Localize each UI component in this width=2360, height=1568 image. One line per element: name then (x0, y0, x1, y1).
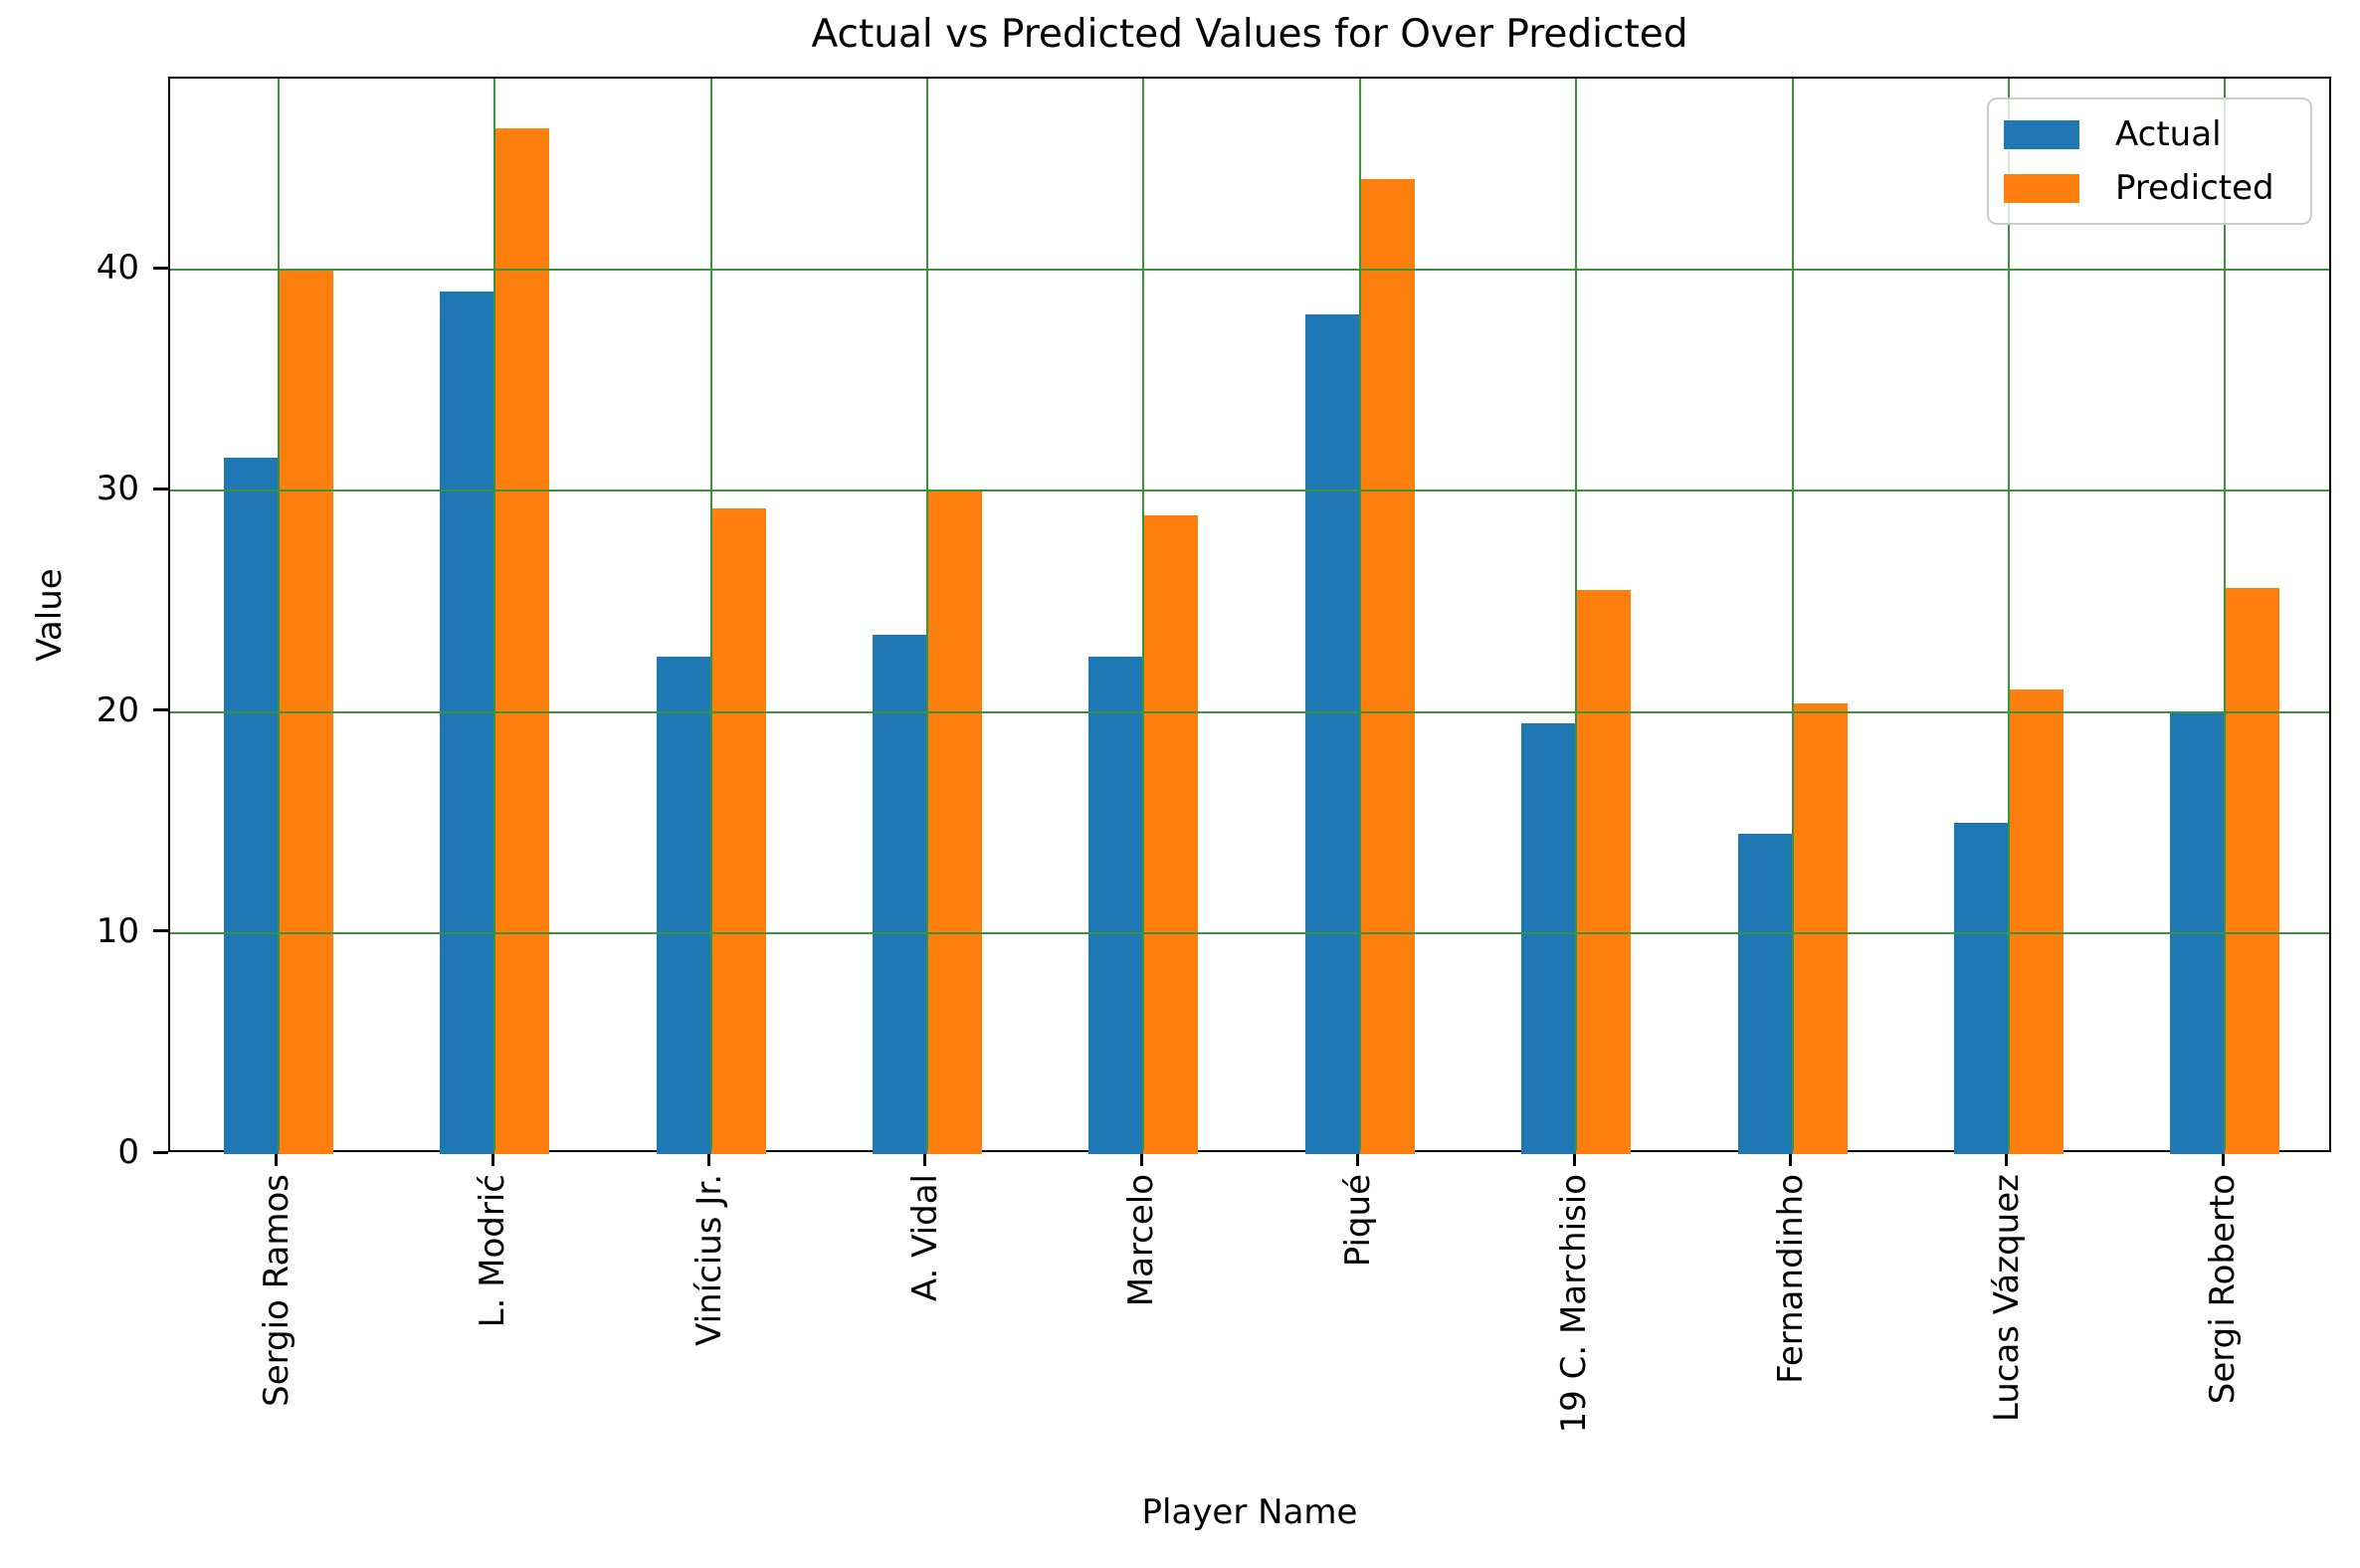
x-tick-mark-3 (923, 1152, 927, 1166)
legend-item-actual: Actual (1989, 115, 2310, 153)
legend-label-actual: Actual (2115, 114, 2222, 154)
x-tick-mark-4 (1139, 1152, 1143, 1166)
bar-predicted-4 (1143, 514, 1199, 1154)
grid-layer (170, 79, 2329, 1150)
y-tick-label-30: 30 (96, 469, 139, 509)
x-tick-mark-0 (275, 1152, 279, 1166)
bar-actual-3 (872, 634, 927, 1154)
legend-item-predicted: Predicted (1989, 169, 2310, 207)
legend-label-predicted: Predicted (2115, 168, 2274, 208)
gridline-h-10 (170, 931, 2329, 934)
bar-predicted-5 (1359, 179, 1415, 1154)
x-tick-mark-1 (491, 1152, 494, 1166)
y-tick-mark-20 (153, 708, 168, 712)
y-tick-mark-0 (153, 1150, 168, 1154)
bar-actual-8 (1953, 822, 2009, 1154)
gridline-h-20 (170, 710, 2329, 713)
bar-predicted-9 (2225, 588, 2280, 1154)
bar-predicted-3 (926, 490, 982, 1154)
bar-predicted-2 (710, 508, 766, 1154)
plot-area (168, 77, 2331, 1154)
x-axis-label: Player Name (1141, 1492, 1358, 1532)
bar-actual-1 (440, 292, 495, 1154)
gridline-v-7 (1791, 79, 1794, 1150)
legend: Actual Predicted (1987, 98, 2312, 225)
gridline-v-5 (1358, 79, 1361, 1150)
bar-actual-5 (1304, 313, 1360, 1154)
gridline-v-1 (493, 79, 496, 1150)
x-tick-mark-7 (1789, 1152, 1792, 1166)
bar-predicted-7 (1792, 702, 1848, 1154)
x-tick-mark-9 (2221, 1152, 2225, 1166)
bar-predicted-1 (494, 127, 550, 1154)
x-tick-mark-8 (2005, 1152, 2009, 1166)
bar-actual-2 (656, 657, 711, 1154)
gridline-v-4 (1142, 79, 1145, 1150)
bar-predicted-6 (1576, 590, 1632, 1154)
bar-actual-4 (1088, 657, 1144, 1154)
gridline-v-9 (2224, 79, 2227, 1150)
x-tick-mark-2 (707, 1152, 710, 1166)
y-axis-label: Value (30, 568, 70, 662)
bar-actual-6 (1521, 722, 1577, 1154)
gridline-v-2 (709, 79, 712, 1150)
chart-title: Actual vs Predicted Values for Over Pred… (811, 12, 1688, 57)
gridline-v-3 (925, 79, 928, 1150)
gridline-v-6 (1575, 79, 1578, 1150)
bars-layer (170, 79, 2329, 1154)
bar-predicted-8 (2008, 689, 2064, 1154)
y-tick-label-20: 20 (96, 689, 139, 730)
y-tick-mark-40 (153, 266, 168, 270)
x-tick-mark-6 (1572, 1152, 1576, 1166)
actual-swatch (2004, 119, 2079, 149)
y-tick-label-40: 40 (96, 248, 139, 289)
gridline-v-0 (277, 79, 280, 1150)
y-tick-label-10: 10 (96, 910, 139, 951)
x-tick-mark-5 (1356, 1152, 1360, 1166)
predicted-swatch (2004, 173, 2079, 203)
y-tick-mark-10 (153, 929, 168, 933)
y-tick-label-0: 0 (117, 1132, 139, 1172)
gridline-v-8 (2007, 79, 2010, 1150)
bar-actual-0 (223, 458, 279, 1154)
gridline-h-40 (170, 269, 2329, 272)
gridline-h-30 (170, 490, 2329, 492)
bar-actual-7 (1737, 833, 1793, 1154)
y-tick-mark-30 (153, 487, 168, 490)
